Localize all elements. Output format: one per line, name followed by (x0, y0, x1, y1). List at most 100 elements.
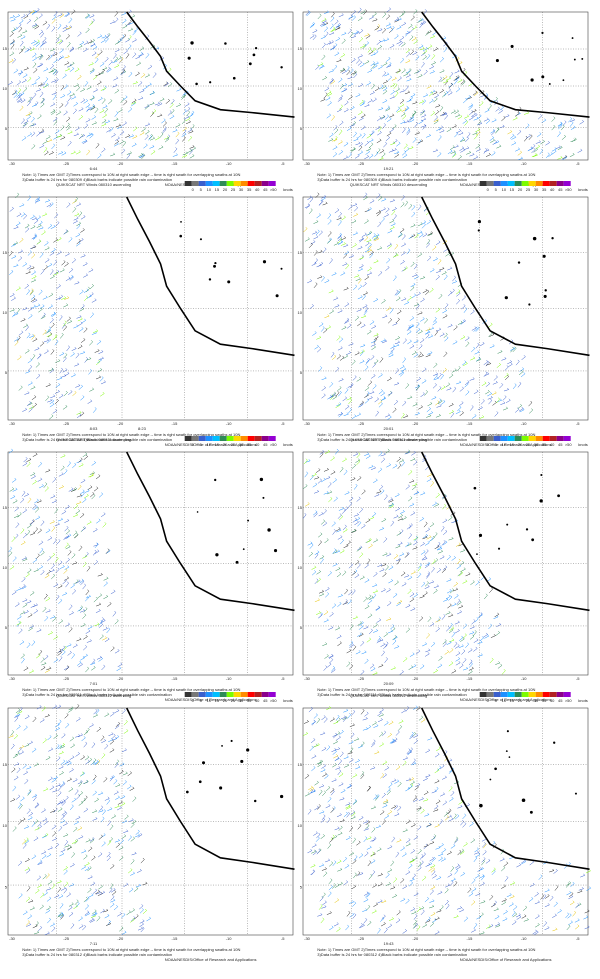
wind-barb (352, 645, 357, 651)
wind-barb (83, 288, 89, 293)
wind-barb (355, 458, 361, 463)
wind-barb (438, 549, 444, 554)
wind-barb (443, 351, 448, 358)
wind-barb (475, 892, 481, 896)
wind-barb (307, 848, 313, 854)
wind-barb (457, 610, 463, 615)
wind-barb (585, 869, 591, 874)
wind-barb (406, 524, 412, 530)
wind-barb (116, 666, 122, 672)
wind-barb (314, 258, 318, 264)
wind-barb (473, 389, 479, 395)
wind-barb (10, 17, 16, 22)
wind-barb (32, 452, 38, 457)
wind-barb (121, 930, 127, 935)
wind-barb (87, 866, 92, 872)
wind-barb (20, 817, 26, 822)
wind-barb (387, 229, 393, 234)
wind-barb (62, 356, 67, 363)
wind-barb (479, 636, 485, 642)
wind-barb (52, 409, 58, 414)
wind-barb (65, 504, 70, 510)
wind-barb (575, 924, 580, 930)
wind-barb (351, 884, 357, 890)
wind-barb (319, 555, 325, 560)
wind-barb (9, 51, 15, 57)
wind-barb (425, 333, 430, 339)
wind-barb (393, 275, 397, 282)
wind-barb (42, 36, 47, 43)
wind-barb (419, 516, 425, 522)
wind-barb (373, 538, 379, 543)
wind-barb (321, 905, 327, 909)
wind-barb (34, 826, 40, 831)
wind-barb (146, 82, 152, 87)
wind-barb (38, 461, 43, 468)
wind-barb (418, 715, 424, 721)
wind-barb (310, 738, 316, 744)
colorbar-label: 35 (542, 442, 547, 447)
island (253, 799, 257, 803)
wind-barb (98, 791, 104, 796)
wind-barb (485, 361, 492, 366)
wind-barb (81, 318, 87, 324)
wind-barb (332, 883, 336, 889)
wind-barb (449, 767, 455, 773)
wind-barb (80, 98, 86, 104)
wind-barb (341, 325, 347, 330)
wind-barb (132, 52, 137, 58)
wind-barb (485, 389, 490, 395)
wind-barb (351, 414, 357, 420)
wind-barb (373, 236, 379, 241)
wind-barb (326, 325, 332, 330)
colorbar-swatch (240, 436, 248, 441)
wind-barb (27, 381, 33, 386)
wind-barb (348, 758, 354, 763)
wind-barb (337, 513, 342, 519)
wind-barb (20, 528, 25, 534)
wind-barb (331, 603, 337, 609)
wind-barb (86, 357, 92, 361)
wind-barb (47, 536, 53, 541)
wind-barb (355, 93, 361, 98)
wind-barb (62, 645, 67, 652)
wind-barb (50, 274, 55, 279)
lat-label: 5 (300, 625, 303, 630)
wind-barb (342, 528, 348, 533)
wind-barb (343, 354, 349, 359)
wind-barb (18, 819, 22, 825)
wind-barb (504, 374, 510, 381)
wind-barb (133, 886, 139, 892)
wind-barb (107, 67, 112, 73)
wind-barb (65, 622, 71, 627)
wind-barb (175, 138, 180, 145)
wind-barb (477, 406, 483, 411)
wind-barb (402, 357, 407, 364)
wind-barb (358, 923, 364, 929)
wind-barb (106, 851, 111, 858)
wind-barb (89, 387, 95, 392)
wind-barb (389, 225, 395, 230)
wind-barb (455, 661, 461, 666)
wind-barb (82, 261, 88, 267)
wind-barb (554, 885, 559, 891)
wind-barb (110, 646, 115, 652)
wind-barb (61, 509, 67, 515)
wind-barb (99, 634, 104, 640)
wind-barb (63, 469, 68, 475)
wind-barb (358, 264, 364, 269)
wind-barb (11, 27, 16, 33)
lat-label: 15 (298, 505, 303, 510)
wind-barb (311, 565, 317, 570)
wind-barb (419, 275, 426, 280)
wind-barb (11, 590, 17, 595)
wind-barb (461, 80, 466, 86)
wind-barb (34, 803, 40, 809)
lon-label: -10 (521, 421, 528, 426)
wind-barb (326, 113, 332, 119)
wind-barb (162, 126, 167, 132)
wind-barb (23, 86, 28, 93)
wind-barb (14, 13, 21, 18)
